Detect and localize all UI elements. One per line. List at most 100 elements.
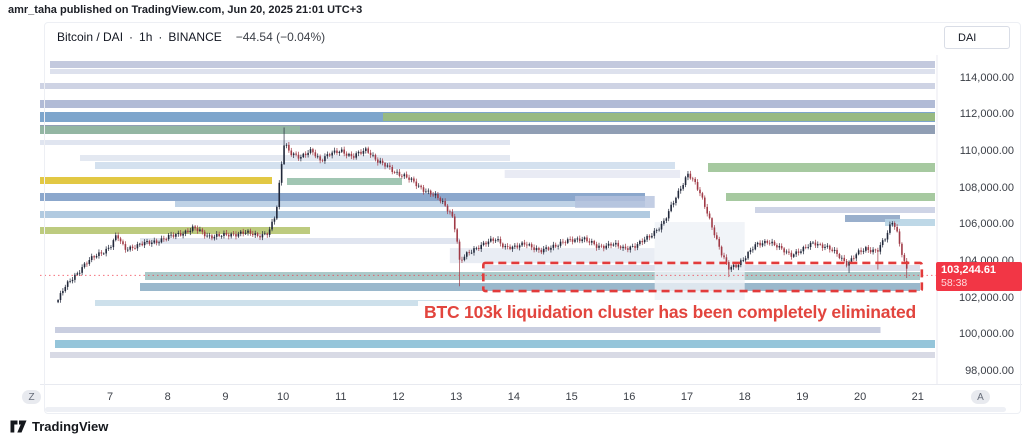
candle-body (687, 173, 689, 178)
candle-body (631, 246, 634, 247)
candle-body (100, 252, 103, 254)
candle-body (62, 291, 64, 294)
candle-body (636, 244, 639, 248)
auto-scale-badge[interactable]: A (971, 390, 990, 404)
liquidity-band (382, 112, 936, 121)
candle-body (872, 249, 874, 253)
candle-body (451, 211, 454, 217)
candle-body (78, 272, 81, 274)
candle-body (444, 201, 446, 206)
bar-countdown: 58:38 (941, 276, 968, 289)
candle-body (367, 148, 370, 153)
candle-body (110, 247, 112, 248)
candle-body (756, 242, 759, 245)
candle-body (884, 239, 886, 241)
candle-body (328, 154, 331, 156)
candle-body (516, 245, 519, 248)
timezone-badge[interactable]: Z (22, 390, 41, 404)
candle-body (845, 261, 848, 266)
candle-body (372, 154, 374, 156)
candle-body (850, 258, 853, 262)
legend-change-value: −44.54 (−0.04%) (235, 30, 326, 44)
candle-body (514, 245, 516, 247)
candle-body (304, 153, 307, 156)
liquidity-band (287, 177, 402, 185)
candle-body (401, 175, 403, 177)
candle-body (259, 235, 261, 238)
candle-body (590, 240, 593, 243)
liquidity-band (40, 211, 651, 219)
candle-body (297, 154, 300, 159)
symbol-legend[interactable]: Bitcoin / DAI · 1h · BINANCE −44.54 (−0.… (57, 30, 325, 44)
candle-body (425, 191, 427, 193)
price-tick-label: 100,000.00 (958, 328, 1014, 341)
candle-body (776, 245, 778, 248)
candle-body (684, 177, 687, 185)
legend-separator: · (129, 30, 134, 44)
time-tick-label: 9 (222, 391, 229, 403)
candle-body (340, 149, 343, 152)
candle-body (629, 246, 632, 250)
candle-body (831, 249, 834, 251)
price-tick-label: 112,000.00 (959, 108, 1014, 121)
candle-body (826, 245, 829, 247)
candle-body (283, 145, 285, 165)
candle-body (812, 242, 814, 244)
candle-body (134, 247, 136, 249)
candle-body (593, 240, 595, 245)
candle-body (802, 246, 805, 252)
tradingview-brand-name[interactable]: TradingView (32, 419, 109, 434)
candle-body (398, 171, 401, 176)
candle-body (559, 241, 562, 246)
candle-body (576, 238, 579, 240)
candle-body (90, 256, 93, 260)
candle-body (415, 181, 418, 187)
candle-body (792, 254, 795, 257)
last-price-value: 103,244.61 (941, 264, 997, 276)
candle-body (477, 247, 480, 250)
liquidity-band (175, 201, 645, 208)
candle-body (675, 197, 677, 204)
candle-body (95, 255, 98, 258)
liquidity-band (40, 125, 300, 134)
candle-body (254, 233, 257, 236)
candle-body (312, 149, 314, 153)
candle-body (612, 244, 615, 246)
candle-body (867, 247, 870, 251)
liquidity-band (40, 177, 273, 185)
candle-body (98, 252, 100, 256)
candle-body (752, 249, 754, 251)
time-axis-scrollbar[interactable] (45, 407, 1006, 412)
candle-body (545, 247, 547, 249)
candle-body (374, 154, 377, 160)
candle-body (843, 257, 846, 262)
candle-body (237, 233, 240, 237)
candle-body (487, 241, 490, 245)
candle-body (235, 234, 237, 237)
candle-body (490, 238, 492, 242)
candle-body (314, 152, 317, 157)
candle-body (881, 240, 884, 246)
candle-body (677, 190, 680, 198)
candle-body (821, 244, 824, 248)
candle-body (578, 238, 581, 242)
liquidation-cluster-highlight-box[interactable] (482, 261, 924, 293)
candle-body (369, 152, 372, 156)
footer-branding[interactable]: TradingView (10, 419, 108, 434)
candle-body (93, 256, 95, 258)
candle-body (504, 246, 507, 248)
candle-body (480, 244, 483, 250)
candle-body (679, 188, 682, 191)
candle-body (574, 239, 576, 242)
candle-body (218, 233, 220, 237)
candle-body (170, 234, 172, 236)
candle-body (453, 216, 456, 230)
price-tick-label: 102,000.00 (958, 291, 1014, 304)
candle-body (754, 244, 757, 250)
candle-body (403, 174, 406, 177)
price-tick-label: 106,000.00 (958, 218, 1014, 231)
legend-symbol[interactable]: Bitcoin / DAI (57, 30, 124, 44)
legend-interval[interactable]: 1h (139, 30, 153, 44)
heatmap-soft-zones (449, 169, 745, 301)
